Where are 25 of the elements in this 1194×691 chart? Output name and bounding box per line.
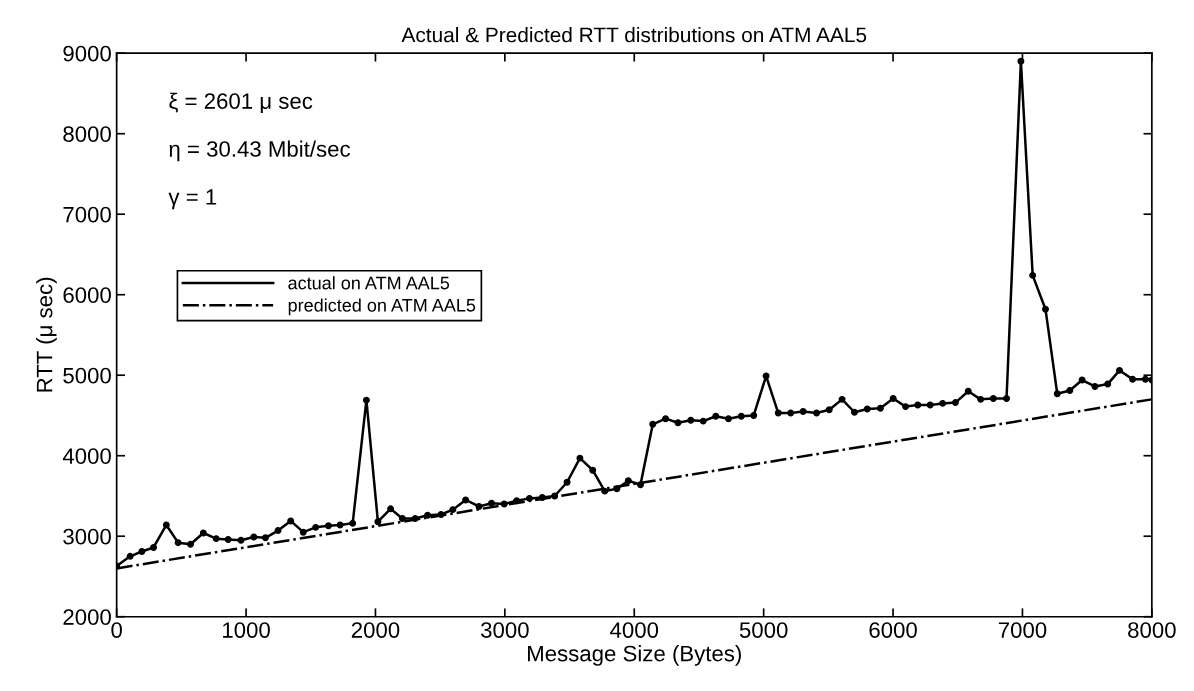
y-tick-label: 9000 [63,45,111,62]
x-tick-label: 3000 [480,622,529,638]
x-tick-label: 1000 [223,622,270,638]
x-axis-title: Message Size (Bytes) [528,645,741,666]
x-tick-label: 0 [111,622,122,638]
x-tick-label: 5000 [739,622,788,638]
y-tick-label: 8000 [63,126,111,142]
annotation: ξ = 2601 μ sec [169,92,313,114]
annotation: η = 30.43 Mbit/sec [169,140,351,162]
y-axis-title: RTT (μ sec) [36,277,57,392]
legend-label: predicted on ATM AAL5 [288,298,476,316]
x-tick-label: 4000 [610,622,659,638]
y-tick-label: 5000 [63,367,111,384]
x-tick-label: 7000 [998,622,1047,638]
chart-title: Actual & Predicted RTT distributions on ATM AAL5 [401,27,867,43]
legend-label: actual on ATM AAL5 [288,276,450,290]
y-tick-label: 2000 [63,609,111,625]
y-tick-label: 3000 [63,528,111,545]
x-tick-label: 8000 [1128,622,1176,638]
annotation: γ = 1 [168,189,217,210]
y-tick-label: 7000 [63,206,111,223]
y-tick-label: 6000 [63,287,111,303]
x-tick-label: 2000 [351,622,400,638]
x-tick-label: 6000 [869,622,917,638]
y-tick-label: 4000 [62,448,111,464]
